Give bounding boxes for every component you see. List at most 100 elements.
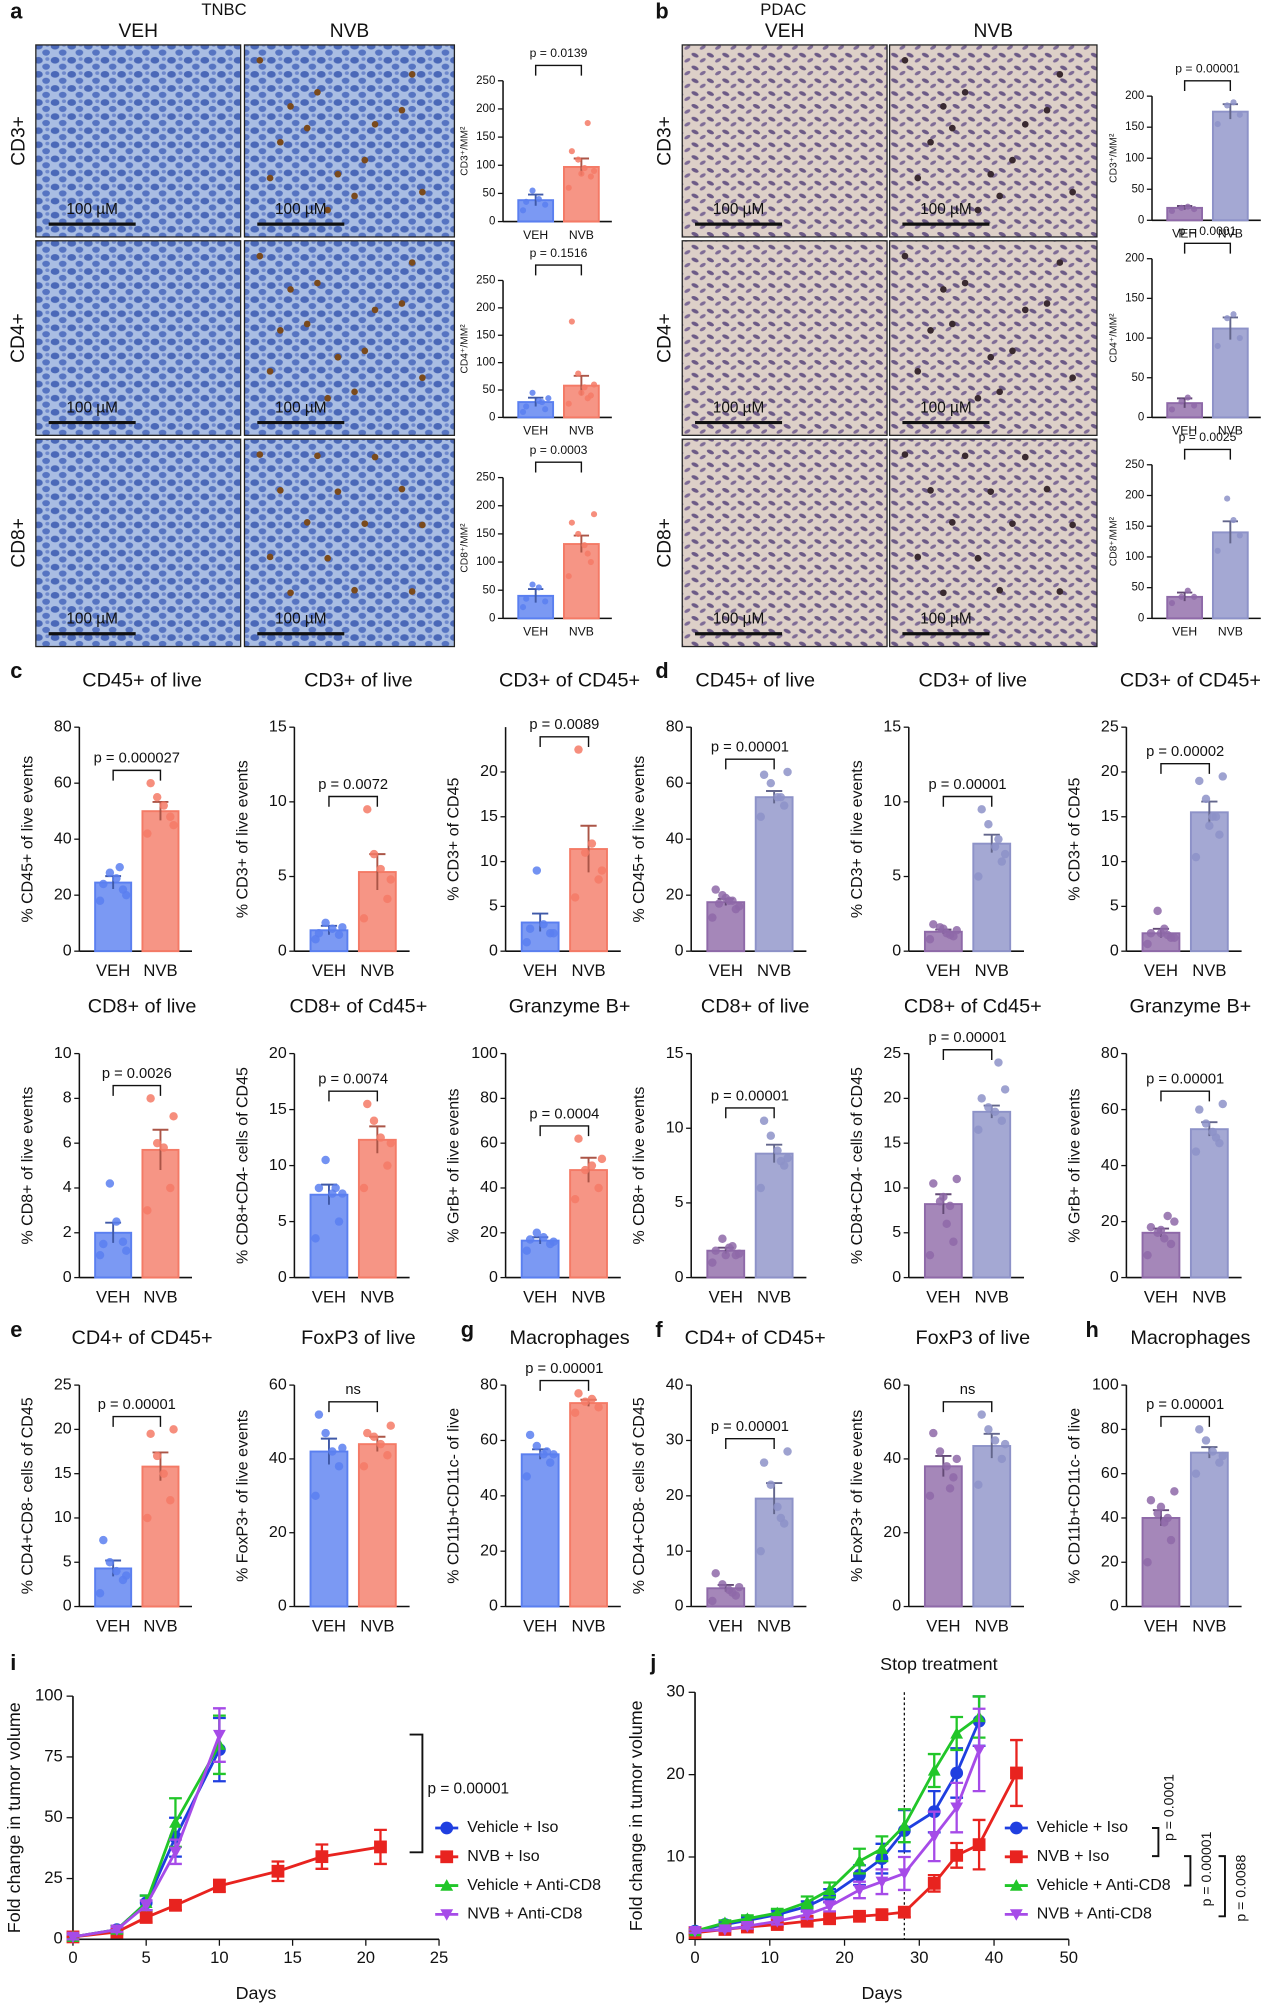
y-tick-label: 20: [666, 1487, 684, 1504]
data-point: [734, 1582, 744, 1592]
data-point: [519, 408, 527, 416]
y-tick-label: 5: [892, 1224, 901, 1241]
y-axis-label: % CD8+ of live events: [19, 1087, 36, 1245]
marker: [950, 1848, 964, 1862]
marker: [950, 1766, 964, 1780]
scale-bar-label: 100 µM: [275, 201, 327, 218]
data-point: [708, 913, 717, 922]
data-point: [952, 926, 961, 935]
x-tick-label: VEH: [1144, 1616, 1178, 1635]
data-point: [1214, 342, 1221, 350]
data-point: [376, 864, 385, 874]
significance-bracket: [409, 1733, 424, 1854]
series-line: [694, 1720, 981, 1933]
y-tick-label: 10: [269, 793, 287, 810]
data-point: [766, 1131, 776, 1140]
y-tick-label: 80: [1101, 1045, 1119, 1062]
marker: [950, 1802, 964, 1814]
histology-title: PDAC: [760, 0, 806, 19]
data-point: [338, 1189, 347, 1198]
y-tick-label: 150: [476, 528, 495, 540]
x-tick-label: 5: [142, 1948, 151, 1967]
data-point: [568, 148, 575, 155]
y-tick-label: 40: [883, 1450, 901, 1467]
y-tick-label: 100: [476, 556, 495, 568]
data-point: [783, 1153, 792, 1163]
data-point: [728, 1588, 737, 1597]
y-tick-label: 150: [1125, 292, 1144, 304]
y-axis-label: CD3⁺/MM²: [1108, 133, 1119, 183]
data-point: [1143, 939, 1152, 949]
y-tick-label: 25: [44, 1868, 63, 1887]
y-tick-label: 0: [489, 942, 498, 959]
y-axis-label: CD8⁺/MM²: [1108, 516, 1119, 566]
stained-cell: [1009, 347, 1016, 355]
micrograph: [681, 438, 888, 648]
marker: [823, 1901, 836, 1913]
p-value: p = 0.00001: [1146, 1397, 1224, 1413]
significance-bracket: [112, 1415, 162, 1427]
y-axis-label: % CD3+ of live events: [849, 760, 866, 918]
data-point: [925, 1491, 935, 1501]
data-point: [594, 1183, 603, 1193]
data-point: [766, 1480, 776, 1489]
data-point: [570, 1194, 580, 1204]
stained-cell: [334, 488, 342, 495]
y-tick-label: 10: [666, 1846, 685, 1865]
data-point: [942, 1219, 951, 1229]
data-point: [363, 1099, 372, 1109]
bar: [923, 1465, 963, 1608]
p-value: p = 0.0072: [318, 777, 388, 793]
stained-cell: [987, 170, 995, 178]
data-point: [105, 1179, 115, 1188]
y-axis-label: CD8⁺/MM²: [459, 523, 470, 573]
data-point: [529, 187, 536, 194]
y-tick-label: 10: [269, 1157, 287, 1174]
data-point: [984, 1103, 993, 1112]
y-tick-label: 25: [1101, 718, 1119, 735]
micrograph: [35, 240, 242, 436]
marker: [853, 1884, 866, 1897]
significance-bracket: [942, 795, 993, 807]
marker: [212, 1729, 226, 1742]
data-point: [523, 403, 530, 410]
data-point: [99, 879, 108, 889]
data-point: [568, 318, 575, 325]
micrograph: [35, 438, 242, 648]
y-tick-label: 40: [1101, 1509, 1119, 1526]
marker: [875, 1842, 889, 1854]
x-axis-label: Days: [236, 1983, 277, 2003]
stained-cell: [927, 327, 934, 334]
data-point: [122, 1571, 131, 1580]
data-point: [314, 1410, 324, 1419]
data-point: [939, 1192, 948, 1202]
chart-title: FoxP3 of live: [301, 1327, 416, 1349]
scale-bar-label: 100 µM: [66, 201, 118, 218]
marker: [169, 1898, 182, 1912]
x-tick-label: NVB: [143, 1616, 177, 1635]
x-tick-label: NVB: [571, 1287, 605, 1306]
y-tick-label: 60: [1101, 1465, 1119, 1482]
y-tick-label: 0: [278, 942, 287, 959]
significance-bracket: [328, 795, 379, 807]
data-point: [115, 862, 124, 872]
data-point: [1201, 794, 1211, 804]
y-tick-label: 0: [63, 1598, 72, 1615]
data-point: [587, 839, 597, 848]
data-point: [1195, 1105, 1204, 1114]
data-point: [1215, 830, 1224, 839]
y-tick-label: 15: [480, 808, 498, 825]
significance-bracket: [1218, 1855, 1226, 1918]
y-axis-label: % CD11b+CD11c- of live: [1066, 1408, 1083, 1584]
scale-bar-label: 100 µM: [920, 611, 972, 628]
micrograph: [681, 240, 888, 436]
p-value: p = 0.00002: [1146, 744, 1224, 760]
p-value: p = 0.0088: [1232, 1855, 1248, 1922]
stained-cell: [408, 588, 416, 595]
data-point: [525, 1430, 535, 1440]
y-tick-label: 100: [476, 159, 495, 171]
data-point: [369, 1116, 379, 1126]
error-bar: [528, 396, 544, 407]
data-point: [1214, 121, 1221, 128]
